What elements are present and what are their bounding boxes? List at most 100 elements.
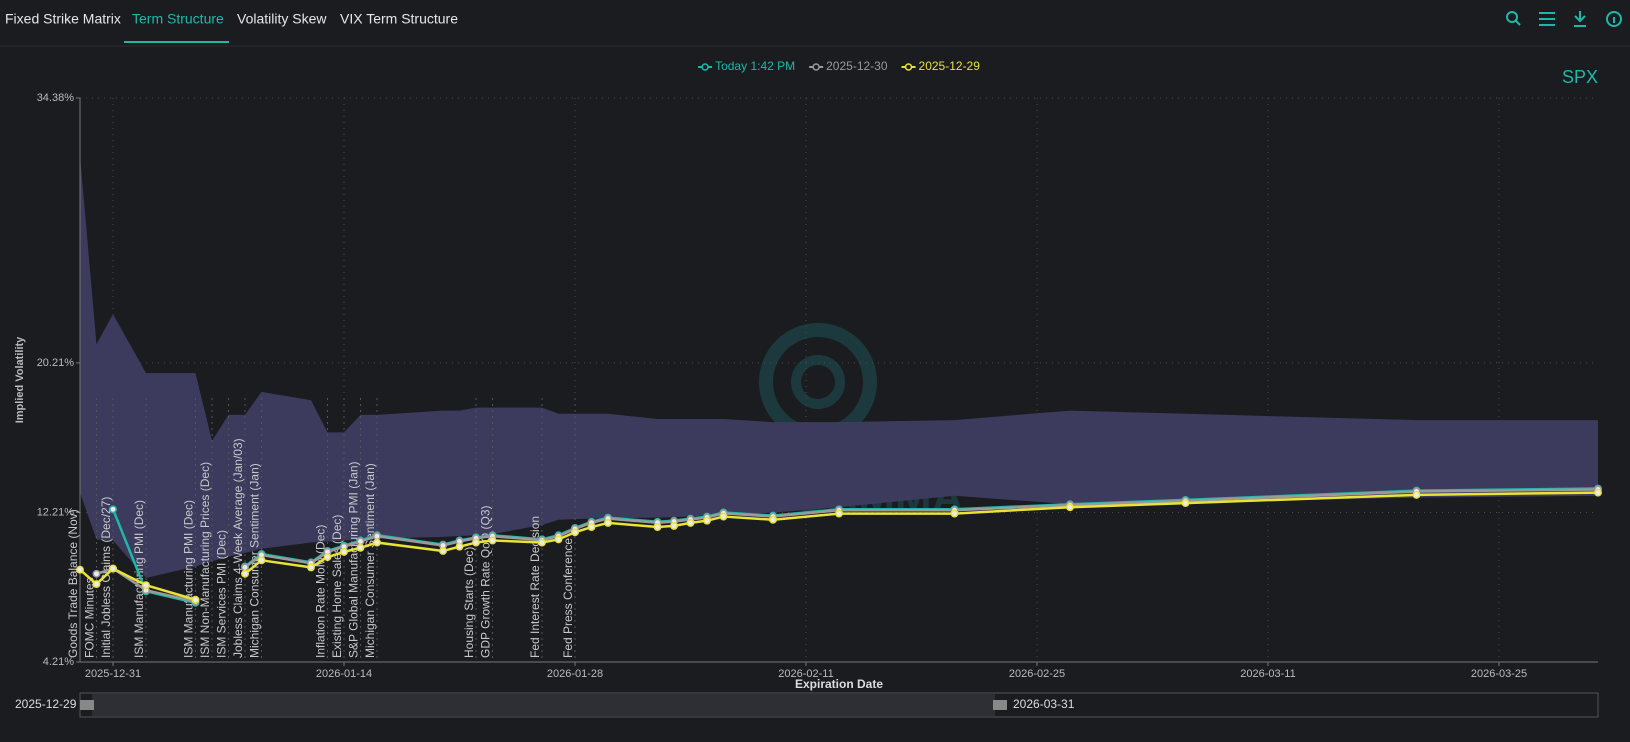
settings-icon[interactable]	[1539, 12, 1555, 26]
data-point	[76, 565, 84, 574]
data-point	[307, 563, 315, 572]
chart-title: SPX	[1562, 67, 1598, 87]
event-label: FOMC Minutes	[83, 577, 97, 658]
legend-item[interactable]: 2025-12-30	[809, 59, 888, 73]
data-point	[373, 532, 381, 541]
series-line	[96, 488, 1599, 603]
data-point	[587, 523, 596, 531]
x-axis-title: Expiration Date	[795, 677, 883, 691]
x-tick-label: 2025-12-31	[85, 668, 141, 680]
data-point	[488, 536, 497, 545]
download-icon[interactable]	[1574, 11, 1586, 27]
slider-start: 2025-12-29	[15, 697, 77, 711]
x-tick-label: 2026-01-14	[316, 668, 372, 680]
legend-swatch	[701, 63, 709, 71]
data-point	[571, 528, 579, 537]
event-label: Michigan Consumer Sentiment (Jan)	[363, 463, 377, 658]
legend-label: 2025-12-29	[919, 59, 981, 73]
event-label: Fed Interest Rate Decision	[528, 516, 542, 658]
event-label: Inflation Rate MoM (Dec)	[314, 525, 328, 658]
data-point	[1066, 503, 1074, 512]
data-point	[455, 542, 464, 551]
nav-tab[interactable]: VIX Term Structure	[340, 11, 458, 27]
y-axis-title: Implied Volatility	[14, 336, 26, 423]
data-point	[472, 538, 480, 547]
data-point	[257, 556, 266, 565]
nav-tab[interactable]: Fixed Strike Matrix	[5, 11, 121, 27]
data-point	[340, 547, 348, 556]
legend-item[interactable]: 2025-12-29	[901, 59, 981, 73]
legend-item[interactable]: Today 1:42 PM	[698, 59, 795, 73]
event-label: GDP Growth Rate QoQ (Q3)	[479, 506, 493, 659]
x-tick-label: 2026-03-11	[1240, 668, 1295, 680]
data-point	[554, 535, 563, 544]
iv-range-band	[80, 156, 1598, 578]
data-point	[241, 569, 249, 578]
data-point	[323, 553, 332, 562]
data-point	[1412, 490, 1421, 499]
data-point	[92, 580, 101, 588]
legend-label: Today 1:42 PM	[715, 59, 795, 73]
data-point	[241, 563, 249, 572]
nav-tab[interactable]: Volatility Skew	[237, 11, 327, 27]
data-point	[538, 538, 546, 547]
data-point	[703, 516, 711, 525]
data-point	[769, 515, 777, 524]
data-point	[950, 509, 959, 518]
toolbar	[1506, 11, 1622, 27]
event-label: Fed Press Conference	[561, 538, 575, 658]
legend-swatch	[812, 63, 820, 71]
data-point	[356, 537, 365, 546]
event-label: ISM Manufacturing PMI (Dec)	[132, 500, 146, 658]
x-tick-label: 2026-03-25	[1471, 668, 1527, 680]
event-label: ISM Non-Manufacturing Prices (Dec)	[198, 462, 212, 658]
slider-window[interactable]	[92, 694, 995, 716]
event-label: S&P Global Manufacturing PMI (Jan)	[347, 461, 361, 658]
slider-handle[interactable]	[80, 700, 94, 710]
legend-swatch	[904, 63, 913, 71]
search-icon[interactable]	[1506, 11, 1521, 26]
data-point	[653, 523, 662, 531]
x-tick-label: 2026-02-11	[778, 668, 833, 680]
event-label: Existing Home Sales (Dec)	[330, 515, 344, 658]
legend: Today 1:42 PM 2025-12-30 2025-12-29	[698, 59, 980, 73]
y-tick-label: 12.21%	[37, 506, 75, 518]
data-point	[604, 518, 612, 527]
data-point	[835, 509, 843, 518]
tab-underline	[124, 41, 229, 43]
data-point	[719, 512, 728, 521]
data-point	[142, 581, 150, 590]
y-tick-label: 20.21%	[37, 357, 75, 369]
info-icon[interactable]	[1606, 11, 1622, 27]
data-point	[670, 521, 678, 530]
data-point	[109, 505, 117, 514]
data-point	[109, 564, 117, 573]
event-label: ISM Services PMI (Dec)	[215, 530, 229, 658]
event-label: Goods Trade Balance (Nov)	[66, 509, 80, 658]
data-point	[356, 543, 365, 552]
data-point	[92, 569, 101, 578]
legend-label: 2025-12-30	[826, 59, 888, 73]
data-point	[439, 547, 447, 555]
data-point	[686, 518, 695, 527]
data-point	[1594, 488, 1602, 497]
data-point	[373, 538, 381, 547]
slider-handle[interactable]	[993, 700, 1007, 710]
plot: SPOTGAMMA4.21%12.21%20.21%34.38%2025-12-…	[37, 92, 1602, 691]
y-tick-label: 4.21%	[43, 656, 74, 668]
nav-tab-active[interactable]: Term Structure	[132, 11, 224, 27]
y-tick-label: 34.38%	[37, 92, 75, 104]
slider-end: 2026-03-31	[1013, 697, 1075, 711]
data-point	[191, 595, 200, 604]
x-tick-label: 2026-01-28	[547, 668, 603, 680]
event-label: Jobless Claims 4-Week Average (Jan/03)	[231, 438, 245, 658]
watermark-logo	[791, 355, 845, 409]
data-point	[1181, 499, 1190, 508]
x-tick-label: 2026-02-25	[1009, 668, 1065, 680]
event-label: Initial Jobless Claims (Dec/27)	[99, 497, 113, 658]
event-label: ISM Manufacturing PMI (Dec)	[182, 500, 196, 658]
event-label: Housing Starts (Dec)	[462, 547, 476, 658]
